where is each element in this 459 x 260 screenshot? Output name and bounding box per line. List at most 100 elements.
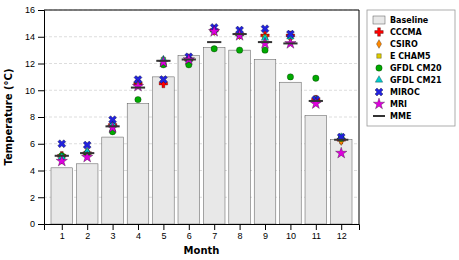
- y-tick-mark: [38, 171, 44, 172]
- x-tick: 8: [238, 224, 243, 241]
- legend-item: E CHAM5: [377, 52, 431, 61]
- x-tick: 3: [111, 224, 116, 241]
- legend-label: MME: [390, 112, 411, 121]
- point: [209, 25, 220, 36]
- point: [236, 47, 242, 53]
- y-tick-mark: [38, 144, 44, 145]
- bar: [305, 116, 327, 224]
- y-tick-mark: [38, 64, 44, 65]
- legend-label: Baseline: [390, 16, 429, 25]
- bar: [178, 55, 200, 224]
- y-tick-mark: [38, 90, 44, 91]
- frame-top: [44, 10, 359, 11]
- y-tick-label: 12: [25, 59, 35, 69]
- mean-segment: [258, 41, 272, 43]
- grid-line: [44, 90, 359, 91]
- legend-label: GFDL CM21: [390, 76, 442, 85]
- x-tick-mark: [87, 224, 88, 230]
- series-1: [58, 26, 346, 160]
- y-tick: 12: [25, 59, 44, 69]
- x-tick-mark: [163, 224, 164, 230]
- point: [310, 98, 321, 109]
- y-tick-mark: [38, 10, 44, 11]
- legend-swatch: [377, 54, 381, 58]
- point: [336, 147, 347, 158]
- point: [135, 96, 141, 102]
- y-tick-label: 10: [25, 86, 35, 96]
- x-tick-mark: [189, 224, 190, 230]
- bar: [254, 59, 276, 224]
- x-tick: 5: [161, 224, 166, 241]
- x-tick-label: 8: [238, 231, 243, 241]
- y-tick-mark: [38, 117, 44, 118]
- legend-label: MIROC: [390, 88, 420, 97]
- series-5: [58, 26, 345, 160]
- y-tick-mark: [38, 197, 44, 198]
- bar: [51, 168, 73, 224]
- x-tick-label: 11: [312, 231, 321, 241]
- x-tick-label: 2: [85, 231, 90, 241]
- legend-label: GFDL CM20: [390, 64, 442, 73]
- legend-item: CSIRO: [376, 40, 417, 49]
- y-tick: 4: [30, 166, 44, 176]
- point: [56, 138, 68, 150]
- mean-segment: [283, 42, 297, 44]
- x-tick: 7: [212, 224, 217, 241]
- x-axis-title: Month: [184, 245, 220, 256]
- x-tick-mark: [341, 224, 342, 230]
- x-tick-label: 5: [161, 231, 166, 241]
- y-tick: 2: [30, 193, 44, 203]
- series-0: [51, 47, 352, 224]
- legend-item: Baseline: [373, 16, 429, 25]
- point: [335, 131, 347, 143]
- chart-container: 1234567891011120246810121416MonthTempera…: [0, 0, 459, 260]
- x-tick: 12: [337, 224, 347, 241]
- y-tick-label: 4: [30, 166, 35, 176]
- legend: Baseline CCCMA CSIRO E CHAM5 GFDL CM20 GFDL C…: [367, 10, 455, 126]
- bar: [330, 140, 352, 224]
- legend-label: CCCMA: [390, 28, 423, 37]
- legend-swatch: [376, 65, 382, 71]
- frame-right: [359, 10, 360, 224]
- series-6: [56, 21, 347, 151]
- x-tick-mark: [240, 224, 241, 230]
- bar: [229, 50, 251, 224]
- y-axis-title: Temperature (°C): [3, 69, 14, 166]
- grid: [44, 10, 359, 224]
- x-tick-label: 6: [187, 231, 192, 241]
- series-8: [55, 34, 349, 156]
- point: [132, 80, 143, 91]
- grid-line: [44, 10, 359, 11]
- legend-item: CCCMA: [375, 28, 423, 37]
- y-tick-label: 0: [30, 219, 35, 229]
- x-tick: 11: [312, 224, 321, 241]
- x-tick-mark: [214, 224, 215, 230]
- point: [287, 74, 293, 80]
- y-tick: 10: [25, 86, 44, 96]
- bar: [153, 77, 175, 224]
- mean-segment: [334, 139, 348, 141]
- y-axis: 0246810121416: [25, 5, 45, 229]
- point: [262, 47, 268, 53]
- y-tick: 8: [30, 112, 44, 122]
- point: [81, 139, 93, 151]
- series-3: [60, 29, 344, 159]
- legend-label: E CHAM5: [390, 52, 431, 61]
- bar: [76, 164, 98, 224]
- y-tick-mark: [38, 37, 44, 38]
- point: [211, 46, 217, 52]
- legend-item: MRI: [373, 98, 407, 109]
- x-axis-line: [45, 225, 360, 231]
- y-tick-label: 2: [30, 193, 35, 203]
- legend-swatch: [373, 86, 385, 98]
- y-tick-label: 8: [30, 112, 35, 122]
- x-tick-label: 1: [60, 231, 65, 241]
- y-tick-mark: [38, 224, 44, 225]
- mean-segment: [232, 33, 246, 35]
- x-tick-label: 4: [136, 231, 141, 241]
- legend-swatch: [373, 98, 384, 109]
- legend-swatch: [373, 16, 385, 24]
- legend-item: GFDL CM21: [375, 76, 442, 85]
- x-tick-label: 9: [263, 231, 268, 241]
- mean-segment: [131, 87, 145, 89]
